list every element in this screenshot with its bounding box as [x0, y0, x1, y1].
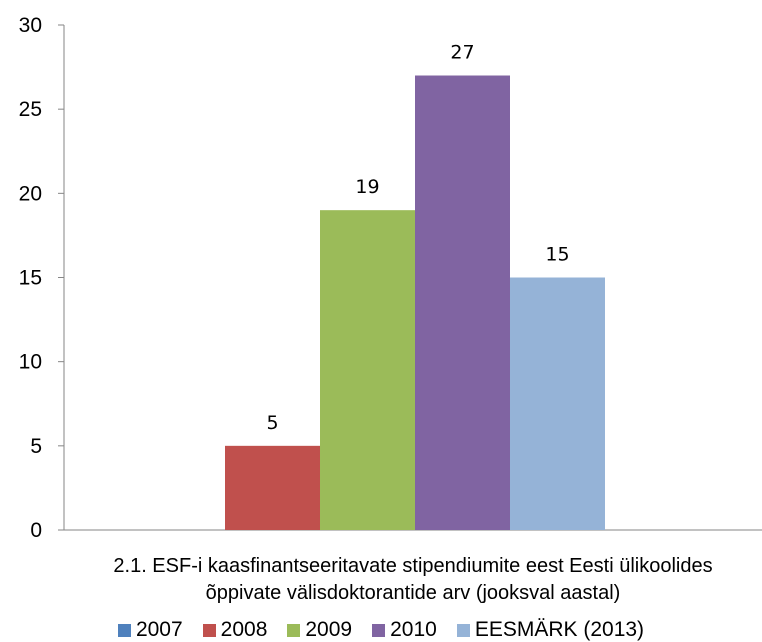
- y-tick-label: 30: [19, 14, 42, 37]
- data-label-2010: 27: [450, 42, 474, 64]
- y-tick-label: 10: [19, 351, 42, 374]
- legend-label-eesmark-2013: EESMÄRK (2013): [474, 618, 645, 641]
- legend-label-2010: 2010: [390, 618, 437, 641]
- y-tick-label: 25: [19, 98, 42, 121]
- legend-item-2008: 2008: [202, 618, 268, 642]
- data-labels: 5 19 27 15: [266, 42, 569, 434]
- legend-item-eesmark-2013: EESMÄRK (2013): [456, 618, 645, 642]
- y-axis: 0 5 10 15 20 25 30: [19, 14, 762, 542]
- legend-label-2009: 2009: [305, 618, 353, 641]
- bar-2008: [225, 445, 320, 530]
- legend-swatch-2010: [372, 623, 386, 637]
- legend-label-2007: 2007: [135, 618, 183, 641]
- y-tick-label: 15: [19, 267, 42, 290]
- bar-eesm-rk-2013: [510, 277, 605, 530]
- bar-2010: [415, 75, 510, 530]
- legend-swatch-2009: [287, 623, 301, 637]
- data-label-2009: 19: [355, 176, 379, 198]
- legend-item-2010: 2010: [372, 618, 437, 642]
- legend-swatch-2008: [202, 623, 216, 637]
- bars: [225, 75, 605, 530]
- legend-swatch-eesmark-2013: [456, 623, 470, 637]
- legend: 2007 2008 2009 2010 EESMÄRK (2013): [0, 618, 762, 642]
- legend-item-2009: 2009: [287, 618, 352, 642]
- legend-label-2008: 2008: [220, 618, 268, 641]
- category-label-line-2: õppivate välisdoktorantide arv (jooksval…: [206, 582, 621, 604]
- category-label-line-1: 2.1. ESF-i kaasfinantseeritavate stipend…: [113, 555, 712, 577]
- data-label-eesm-rk-2013: 15: [545, 244, 569, 266]
- data-label-2008: 5: [266, 412, 278, 434]
- legend-item-2007: 2007: [117, 618, 183, 642]
- y-tick-label: 0: [30, 519, 42, 542]
- legend-swatch-2007: [117, 623, 131, 637]
- bar-2009: [320, 210, 415, 530]
- y-tick-label: 20: [19, 182, 42, 205]
- y-tick-label: 5: [30, 435, 42, 458]
